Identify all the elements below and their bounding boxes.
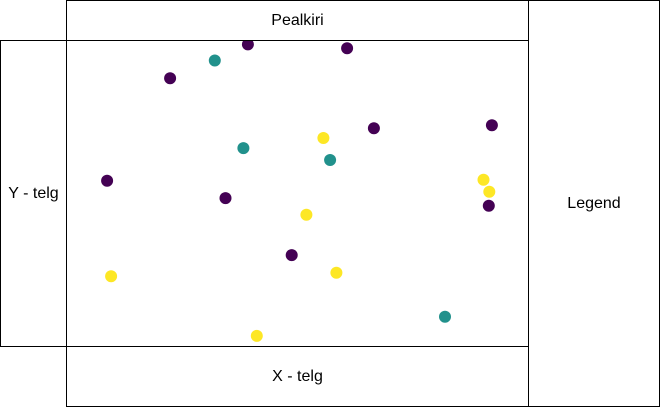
scatter-point-s1-3 [439,310,451,323]
scatter-point-s2-6 [250,329,263,342]
scatter-point-s2-2 [483,185,496,198]
scatter-point-s0-3 [367,122,380,135]
scatter-point-s0-1 [341,42,354,55]
scatter-point-s0-5 [101,174,114,187]
scatter-point-s0-7 [482,199,495,212]
scatter-point-s0-8 [285,249,298,262]
scatter-point-s0-4 [485,119,498,132]
y-axis-label: Y - telg [8,184,59,202]
chart-title-box: Pealkiri [66,0,529,41]
legend-box: Legend [528,0,660,407]
plot-area [66,40,529,347]
scatter-point-s2-5 [330,266,343,279]
scatter-point-s2-3 [300,208,313,221]
scatter-point-s1-2 [324,154,337,166]
x-axis-label: X - telg [272,367,323,385]
scatter-point-s1-0 [208,54,221,67]
chart-title: Pealkiri [271,11,324,29]
scatter-plot [101,41,498,342]
scatter-point-s2-4 [105,270,118,283]
x-axis-label-box: X - telg [66,346,529,407]
legend-label: Legend [567,194,621,212]
scatter-point-s0-6 [219,192,232,205]
scatter-point-s2-1 [477,173,490,186]
scatter-point-s2-0 [317,132,330,144]
y-axis-label-box: Y - telg [0,40,67,347]
scatter-point-s0-2 [164,72,177,85]
scatter-point-s0-0 [241,41,254,51]
scatter-point-s1-1 [237,142,250,155]
